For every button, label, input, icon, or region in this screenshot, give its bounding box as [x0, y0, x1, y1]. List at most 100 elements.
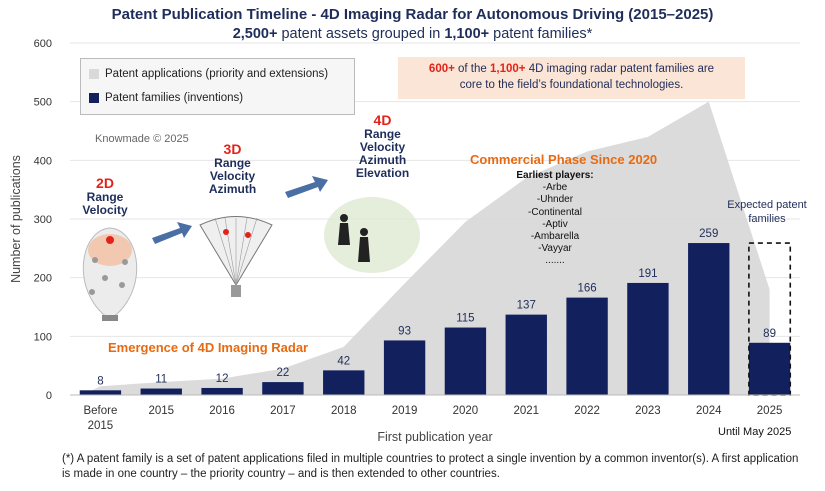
players-header: Earliest players: [516, 170, 594, 181]
dim-3d: 3D Range Velocity Azimuth [195, 141, 270, 196]
person-icon [358, 237, 370, 262]
legend: Patent applications (priority and extens… [80, 58, 355, 115]
commercial-phase-label: Commercial Phase Since 2020 [470, 152, 658, 167]
watermark: Knowmade © 2025 [95, 133, 189, 145]
x-tick-label: 2024 [696, 405, 722, 417]
person-icon [360, 228, 368, 236]
target-marker-icon [102, 275, 108, 281]
target-marker-icon [119, 282, 125, 288]
x-tick-label: 2022 [574, 405, 600, 417]
target-marker-icon [122, 259, 128, 265]
bar [505, 314, 547, 395]
bar-data-label: 11 [155, 374, 167, 386]
y-tick-label: 100 [34, 331, 52, 343]
dim-4d-l2: Velocity [359, 140, 406, 154]
bar [688, 243, 730, 395]
y-tick-label: 600 [34, 38, 52, 50]
x-tick-label: 2020 [453, 405, 479, 417]
radar-fan-line [235, 217, 258, 286]
footnote: (*) A patent family is a set of patent a… [62, 453, 799, 480]
x-tick-label: Before [83, 405, 117, 417]
player-item: -Uhnder [536, 194, 574, 206]
y-tick-label: 300 [34, 214, 52, 226]
y-axis-title: Number of publications [9, 155, 23, 283]
y-tick-label: 500 [34, 97, 52, 109]
player-item: -Vayyar [538, 243, 572, 255]
dim-2d-num: 2D [96, 175, 114, 191]
radar-fan-line [214, 217, 237, 286]
radar-base-icon [231, 285, 241, 297]
earliest-players: Earliest players: -Arbe -Uhnder -Contine… [505, 170, 605, 268]
arrow-right-icon [285, 176, 328, 198]
legend-applications-label: Patent applications (priority and extens… [105, 68, 329, 80]
callout-1100: 1,100+ [490, 63, 526, 75]
bar [323, 370, 365, 395]
emergence-label: Emergence of 4D Imaging Radar [108, 340, 309, 355]
legend-families: Patent families (inventions) [89, 92, 243, 104]
dim-2d-l2: Velocity [82, 203, 128, 217]
legend-applications-swatch [89, 69, 99, 79]
dim-4d-l4: Elevation [355, 166, 410, 180]
x-axis-title: First publication year [377, 430, 492, 444]
radar-2d-glow-icon [88, 234, 132, 266]
legend-families-swatch [89, 93, 99, 103]
legend-applications: Patent applications (priority and extens… [89, 68, 328, 80]
y-tick-label: 400 [34, 155, 52, 167]
player-item: -Arbe [542, 182, 568, 194]
bar [566, 297, 608, 395]
radar-fan-line [235, 217, 248, 286]
x-tick-label: 2015 [148, 405, 174, 417]
dim-4d: 4D Range Velocity Azimuth Elevation [340, 112, 425, 180]
dim-3d-l1: Range [214, 156, 251, 170]
bar-data-label: 137 [517, 300, 536, 312]
person-icon [340, 214, 348, 222]
bar-data-label: 191 [638, 268, 657, 280]
bar [79, 390, 122, 395]
person-icon [338, 223, 350, 245]
callout-text-b: of the [454, 63, 490, 75]
bar-data-label: 259 [699, 228, 718, 240]
bar [262, 382, 304, 395]
bar [748, 342, 791, 395]
until-may-2025: Until May 2025 [718, 426, 792, 438]
dim-3d-l2: Velocity [209, 169, 256, 183]
x-tick-label: 2023 [635, 405, 661, 417]
radar-4d-field-icon [324, 197, 420, 273]
player-item: -Aptiv [542, 218, 568, 230]
bar-data-label: 42 [337, 355, 350, 367]
player-item: ....... [545, 255, 565, 267]
expected-families-box [748, 242, 792, 396]
bar [140, 388, 182, 395]
bar [627, 282, 669, 395]
dim-3d-l3: Azimuth [208, 182, 257, 196]
x-tick-label: 2025 [757, 405, 783, 417]
y-tick-label: 200 [34, 273, 52, 285]
dim-2d: 2D Range Velocity [70, 175, 140, 217]
callout-text-d: 4D imaging radar patent families are [525, 63, 715, 75]
bar-data-label: 8 [97, 375, 103, 387]
bar-data-label: 22 [277, 367, 290, 379]
chart-title: Patent Publication Timeline - 4D Imaging… [111, 6, 714, 23]
bar-data-label: 12 [216, 373, 229, 385]
x-tick-label: 2019 [392, 405, 418, 417]
x-tick-label: 2016 [209, 405, 235, 417]
x-tick-label: 2017 [270, 405, 296, 417]
player-item: -Ambarella [530, 231, 580, 243]
radar-base-icon [102, 315, 118, 321]
y-tick-label: 0 [46, 390, 52, 402]
callout-box: 600+ of the 1,100+ 4D imaging radar pate… [398, 57, 745, 99]
bar [444, 327, 487, 395]
bar-data-label: 93 [398, 325, 411, 337]
subtitle-post: patent families* [489, 26, 593, 42]
bar [201, 387, 243, 395]
target-marker-icon [89, 289, 95, 295]
dim-3d-num: 3D [223, 141, 242, 157]
bar-data-label: 89 [763, 328, 776, 340]
arrow-right-icon [152, 222, 192, 244]
x-tick-label: 2021 [513, 405, 539, 417]
subtitle-mid: patent assets grouped in [277, 26, 445, 42]
dim-4d-l1: Range [364, 127, 401, 141]
x-tick-label: 2015 [88, 420, 114, 432]
legend-families-label: Patent families (inventions) [105, 92, 244, 104]
dim-2d-l1: Range [86, 190, 124, 204]
